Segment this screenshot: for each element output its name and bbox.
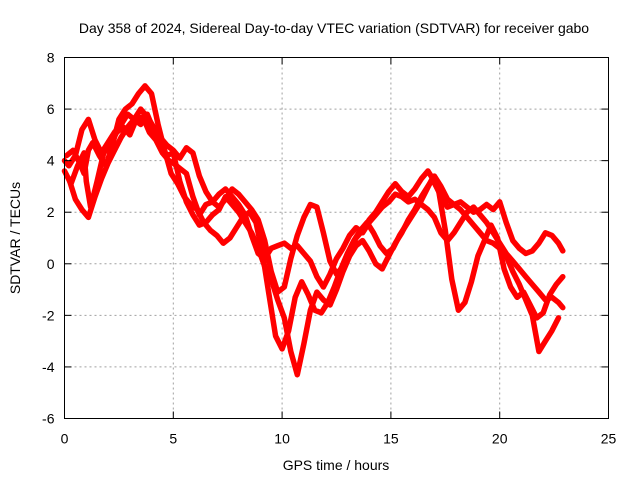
y-tick-label: 6 [47,101,55,117]
y-tick-label: 8 [47,50,55,66]
x-tick-label: 20 [492,431,508,447]
y-tick-label: -4 [42,359,55,375]
chart-series-group [61,83,566,378]
y-tick-label: -6 [42,411,55,427]
axis-ticks: 0 5 10 15 20 25 -6 -4 -2 0 2 4 6 8 [42,50,616,447]
x-tick-label: 5 [169,431,177,447]
y-axis-label: SDTVAR / TECUs [7,182,23,294]
x-axis-label: GPS time / hours [283,457,390,473]
y-tick-label: 0 [47,256,55,272]
chart-title: Day 358 of 2024, Sidereal Day-to-day VTE… [79,20,589,36]
x-tick-label: 15 [383,431,399,447]
y-tick-label: 4 [47,153,55,169]
x-tick-label: 0 [61,431,69,447]
y-tick-label: 2 [47,204,55,220]
y-tick-label: -2 [42,307,55,323]
plot-frame [64,57,609,419]
x-tick-label: 10 [274,431,290,447]
x-tick-label: 25 [601,431,617,447]
data-series-4 [61,106,566,295]
